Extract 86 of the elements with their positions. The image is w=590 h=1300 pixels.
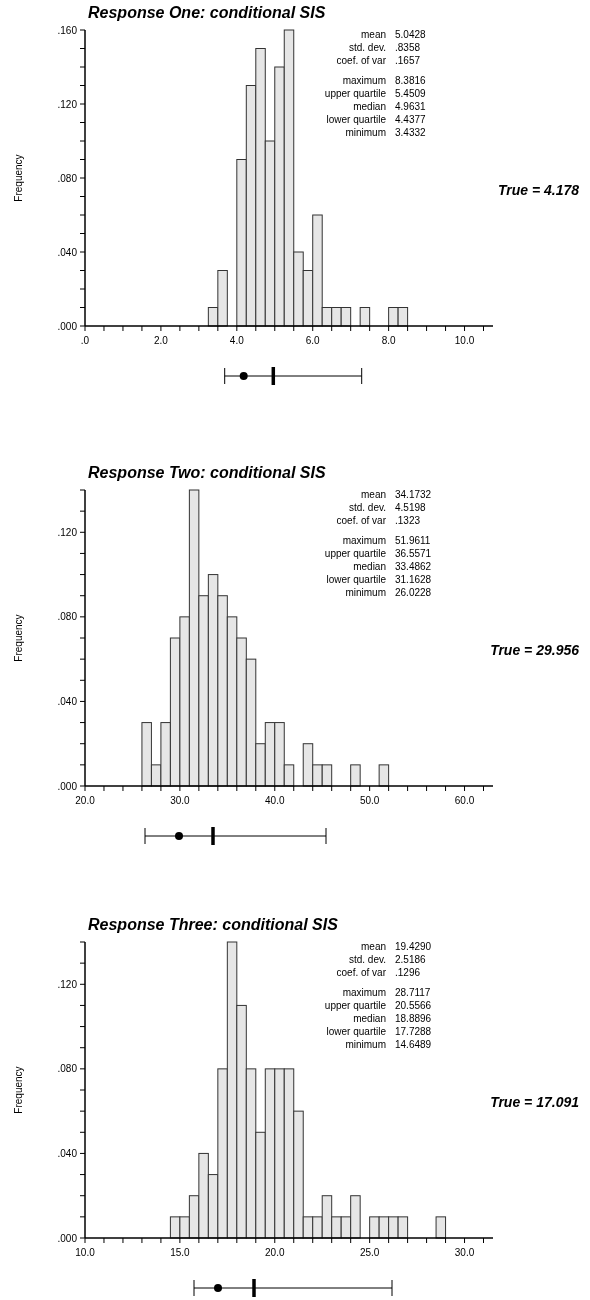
annotation: median (353, 561, 386, 572)
annotation: 3.4332 (395, 127, 427, 139)
annotation: 4.9631 (395, 101, 427, 112)
annotation: coef. of var (336, 967, 387, 979)
annotation: 14.6489 (395, 1039, 432, 1051)
annotation: maximum (342, 534, 386, 546)
annotation: coef. of var (336, 55, 387, 67)
text: True = 4.178 (497, 182, 580, 198)
annotation: True = 29.956 (490, 642, 580, 658)
annotation: coef. of var (336, 515, 387, 527)
annotation: maximum (342, 74, 386, 86)
annotation: lower quartile (326, 1026, 387, 1038)
annotation: std. dev. (348, 502, 386, 514)
annotation: .1323 (395, 515, 421, 527)
annotation: .1296 (395, 967, 421, 979)
x-tick-label: 25.0 (359, 1247, 380, 1258)
annotation: 19.4290 (395, 941, 432, 952)
annotation: 51.9611 (395, 534, 431, 546)
annotation: std. dev. (348, 954, 386, 966)
x-tick-label: 15.0 (170, 1247, 191, 1258)
annotation: minimum (345, 127, 386, 139)
chart-title: Response Three: conditional SIS (88, 916, 339, 933)
annotation: maximum (342, 986, 386, 998)
annotation: mean (360, 29, 386, 40)
annotation: mean (360, 941, 386, 952)
annotation: True = 17.091 (490, 1094, 580, 1110)
annotation: upper quartile (324, 87, 387, 99)
annotation: 36.5571 (395, 547, 432, 559)
annotation: 34.1732 (395, 489, 432, 500)
annotation: mean (360, 489, 386, 500)
annotation: 5.0428 (395, 29, 427, 40)
x-tick-label: .0 (80, 335, 90, 346)
y-tick-label: .040 (57, 1147, 78, 1159)
annotation: 26.0228 (395, 587, 432, 599)
y-tick-label: .160 (57, 24, 78, 36)
annotation: median (353, 101, 386, 112)
annotation: 5.4509 (395, 87, 427, 99)
chart-title: Response Two: conditional SIS (88, 464, 326, 481)
annotation: median (353, 1013, 386, 1024)
x-tick-label: 10.0 (75, 1247, 96, 1258)
annotation: 33.4862 (395, 561, 432, 572)
y-tick-label: .040 (57, 695, 78, 707)
y-tick-label: .080 (57, 611, 78, 623)
annotation: 20.5566 (395, 999, 432, 1011)
y-axis-title: Frequency (13, 1066, 24, 1114)
y-tick-label: .120 (57, 98, 78, 110)
y-tick-label: .080 (57, 1063, 78, 1075)
annotation: lower quartile (326, 114, 387, 126)
annotation: 4.5198 (395, 502, 427, 514)
annotation: upper quartile (324, 999, 387, 1011)
x-tick-label: 30.0 (170, 795, 191, 806)
annotation: 2.5186 (395, 954, 427, 966)
annotation: 18.8896 (395, 1013, 432, 1024)
x-tick-label: 2.0 (153, 335, 169, 346)
x-tick-label: 8.0 (381, 335, 397, 346)
y-axis-title: Frequency (13, 154, 24, 202)
chart-title: Response One: conditional SIS (88, 4, 326, 21)
annotation: 17.7288 (395, 1026, 432, 1038)
annotation: minimum (345, 1039, 386, 1051)
y-axis-title: Frequency (13, 614, 24, 662)
annotation: upper quartile (324, 547, 387, 559)
x-tick-label: 20.0 (265, 1247, 285, 1258)
y-tick-label: .000 (57, 320, 78, 332)
annotation: lower quartile (326, 574, 387, 586)
y-tick-label: .000 (57, 780, 78, 792)
annotation: std. dev. (348, 42, 386, 54)
y-tick-label: .040 (57, 246, 78, 258)
x-tick-label: 50.0 (359, 795, 380, 806)
x-tick-label: 6.0 (305, 335, 321, 346)
annotation: 8.3816 (395, 74, 427, 86)
x-tick-label: 20.0 (75, 795, 96, 806)
annotation: .8358 (395, 42, 421, 54)
annotation: 31.1628 (395, 574, 432, 586)
annotation: minimum (345, 587, 386, 599)
x-tick-label: 10.0 (454, 335, 475, 346)
x-tick-label: 4.0 (229, 335, 245, 346)
x-tick-label: 40.0 (265, 795, 285, 806)
x-tick-label: 30.0 (454, 1247, 475, 1258)
annotation: 28.7117 (395, 986, 431, 998)
annotation: 4.4377 (395, 114, 427, 126)
y-tick-label: .120 (57, 978, 78, 990)
y-tick-label: .000 (57, 1232, 78, 1244)
y-tick-label: .120 (57, 526, 78, 538)
y-tick-label: .080 (57, 172, 78, 184)
x-tick-label: 60.0 (454, 795, 475, 806)
annotation: .1657 (395, 55, 421, 67)
